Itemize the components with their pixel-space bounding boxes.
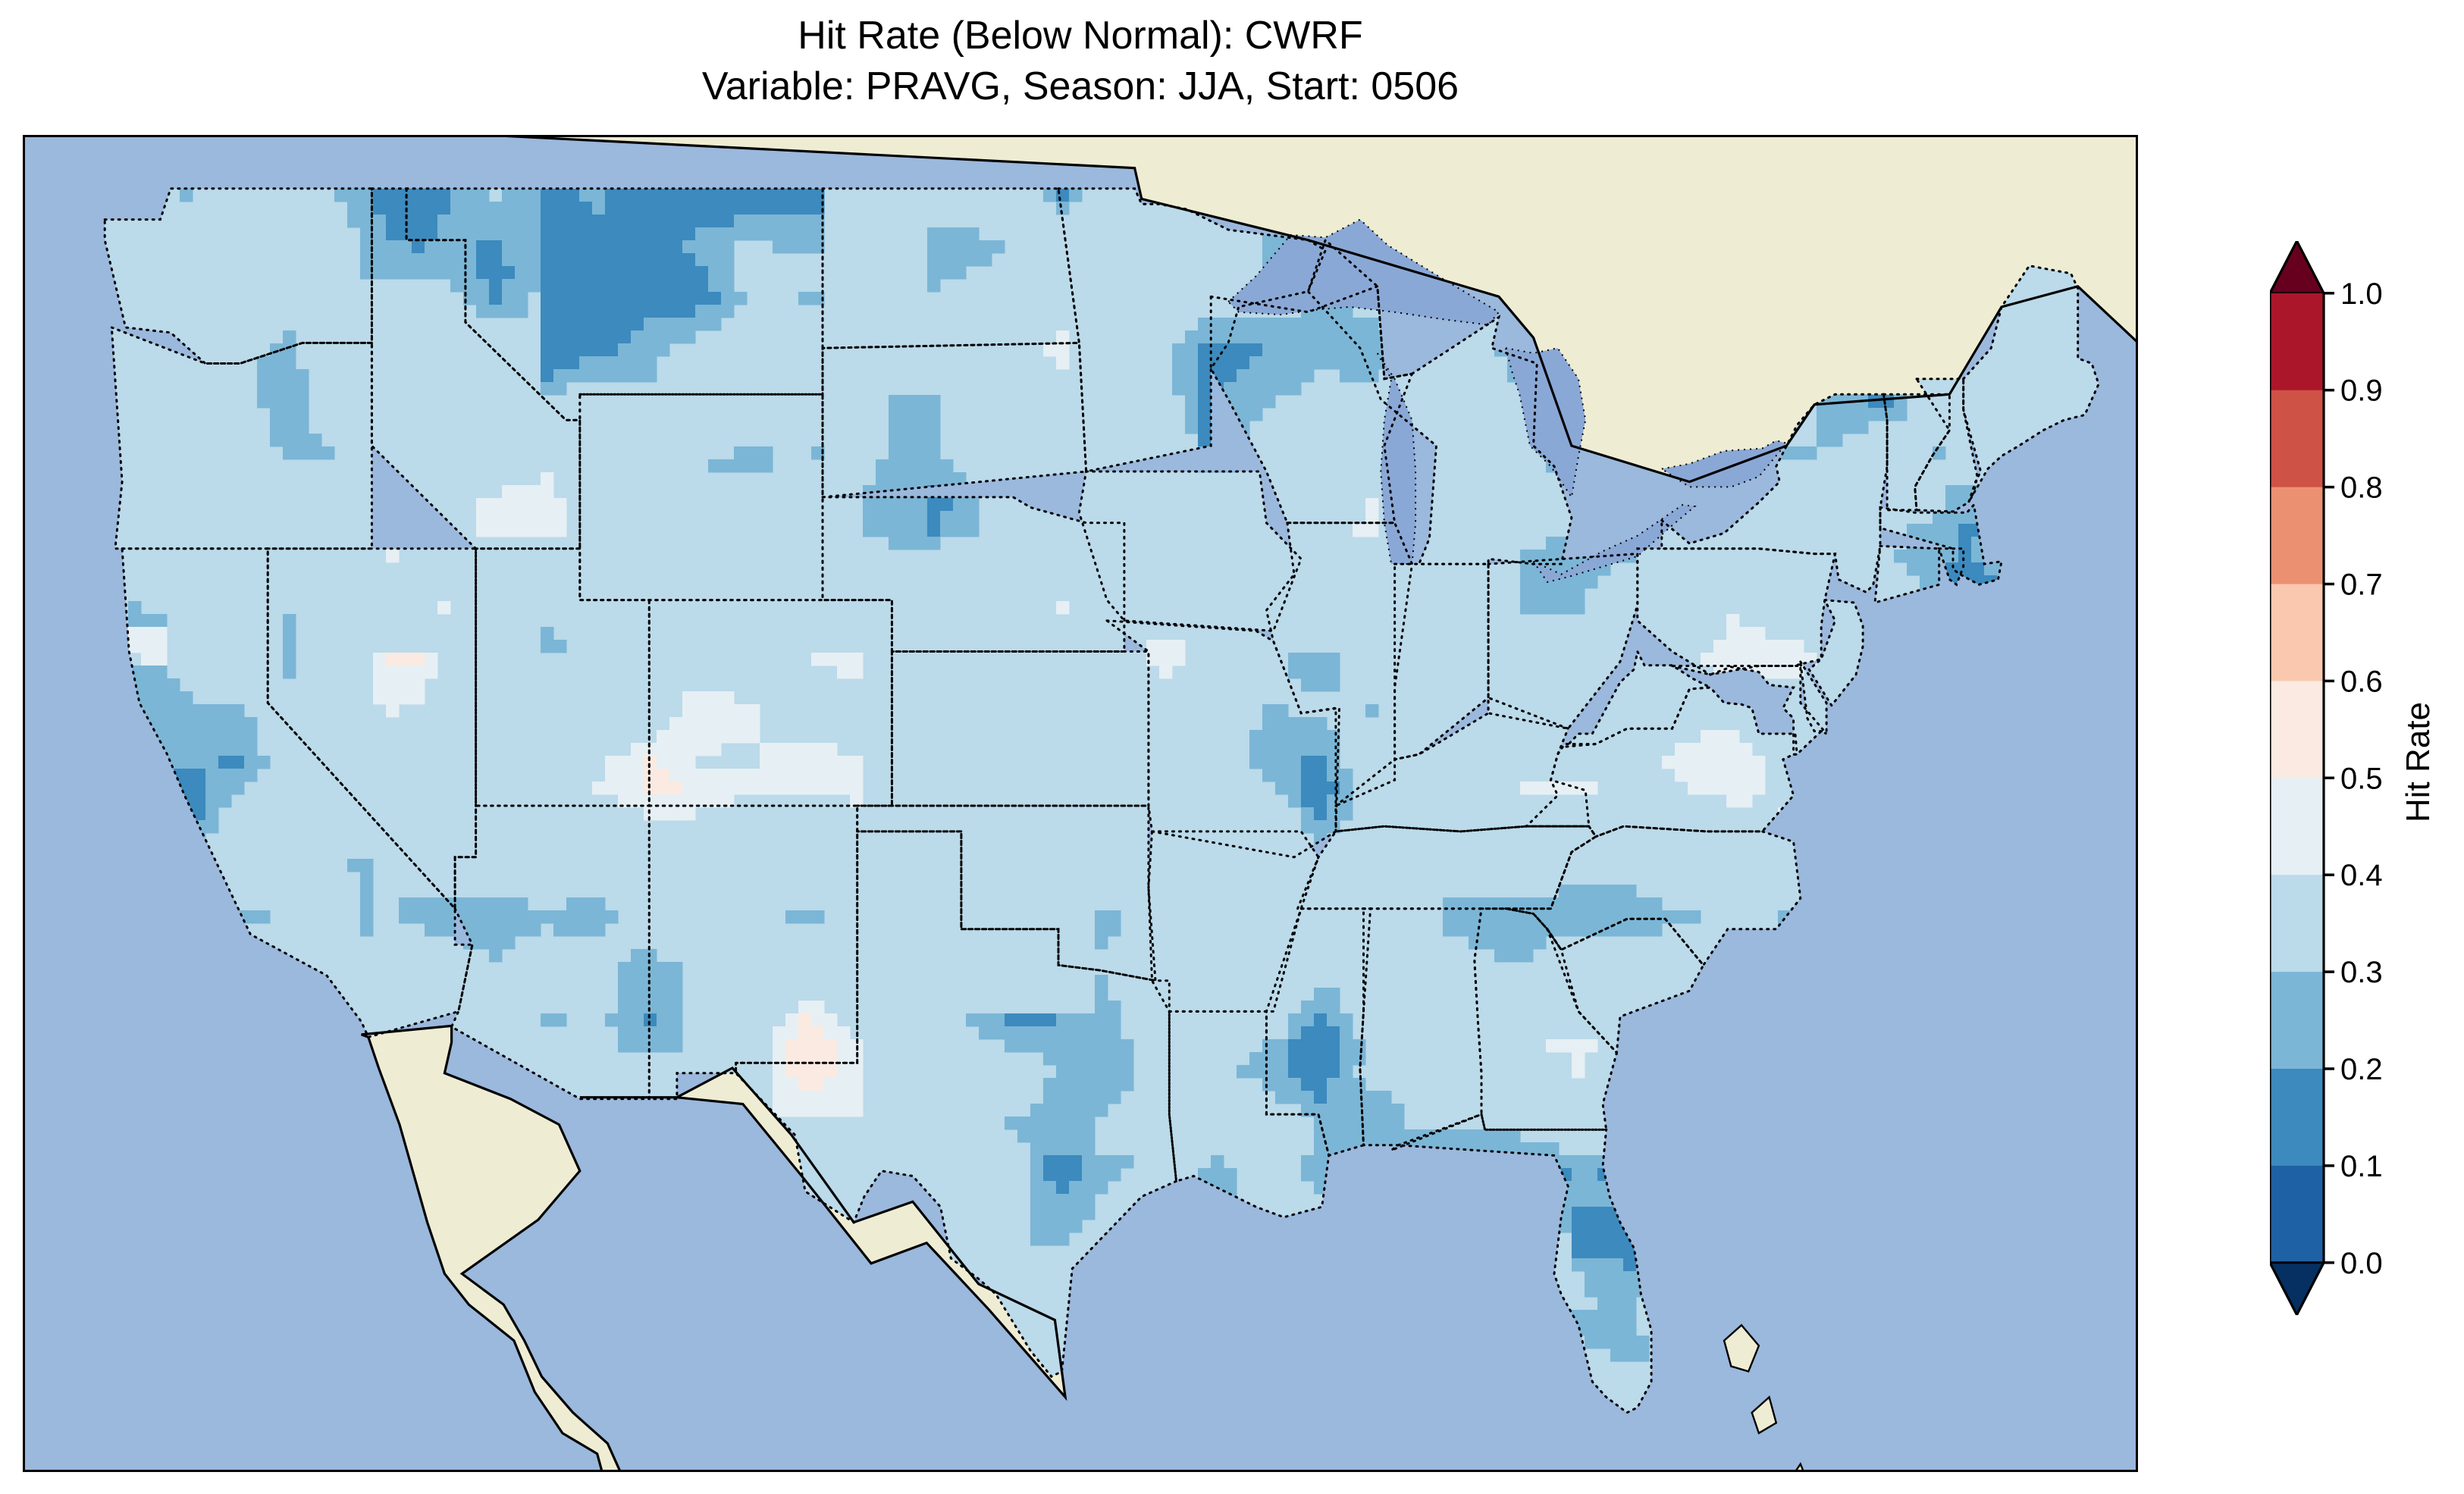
svg-text:0.8: 0.8 [2340,471,2383,505]
svg-text:0.4: 0.4 [2340,859,2383,892]
svg-text:0.7: 0.7 [2340,568,2383,602]
svg-text:0.1: 0.1 [2340,1150,2383,1183]
svg-text:0.9: 0.9 [2340,374,2383,408]
svg-text:0.6: 0.6 [2340,665,2383,698]
svg-text:1.0: 1.0 [2340,277,2383,311]
svg-text:0.3: 0.3 [2340,956,2383,989]
svg-text:0.5: 0.5 [2340,762,2383,795]
svg-text:0.2: 0.2 [2340,1053,2383,1086]
svg-text:0.0: 0.0 [2340,1247,2383,1280]
